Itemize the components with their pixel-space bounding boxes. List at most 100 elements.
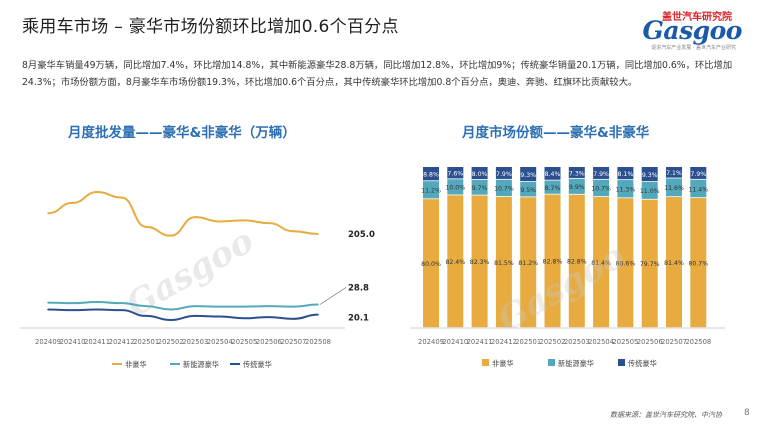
bar-data-label: 81.5% bbox=[494, 260, 514, 267]
bar-data-label: 81.2% bbox=[518, 260, 538, 267]
logo-subtitle: 促进汽车产业发展 · 盖世汽车产业研究 bbox=[651, 45, 736, 51]
bar-data-label: 7.3% bbox=[569, 170, 585, 177]
line-point bbox=[292, 230, 295, 233]
bar-segment bbox=[593, 179, 610, 197]
bar-segment bbox=[617, 167, 634, 180]
bar-segment bbox=[447, 179, 464, 195]
legend-label: 非豪华 bbox=[492, 359, 514, 368]
line-point bbox=[120, 196, 123, 199]
legend-label: 非豪华 bbox=[125, 360, 147, 369]
bar-segment bbox=[544, 167, 561, 180]
x-tick-label: 202508 bbox=[685, 338, 711, 346]
line-series-3 bbox=[47, 308, 319, 322]
bar-segment bbox=[471, 179, 488, 195]
bar-data-label: 80.0% bbox=[421, 261, 441, 268]
bar-data-label: 11.0% bbox=[640, 188, 660, 195]
line-point bbox=[47, 212, 49, 215]
x-tick-label: 202409 bbox=[418, 338, 444, 346]
bar-data-label: 7.9% bbox=[496, 171, 512, 178]
bar-data-label: 9.5% bbox=[520, 187, 536, 194]
bar-segment bbox=[544, 180, 561, 194]
bar-segment bbox=[471, 195, 488, 328]
bar-segment bbox=[690, 179, 707, 198]
line-point bbox=[47, 308, 49, 311]
bar-segment bbox=[641, 181, 658, 199]
line-point bbox=[145, 305, 147, 307]
line-point bbox=[145, 226, 147, 228]
line-point bbox=[194, 315, 197, 317]
bar-segment bbox=[447, 167, 464, 179]
line-point bbox=[71, 302, 74, 304]
bar-data-label: 79.7% bbox=[640, 261, 660, 268]
legend-swatch bbox=[482, 359, 489, 366]
bar-segment bbox=[471, 167, 488, 180]
bar-data-label: 7.9% bbox=[593, 171, 609, 178]
line-point bbox=[292, 305, 295, 308]
bar-data-label: 9.9% bbox=[569, 184, 585, 191]
bar-data-label: 9.7% bbox=[472, 185, 488, 192]
x-tick-label: 202506 bbox=[637, 338, 663, 346]
legend-swatch bbox=[548, 359, 555, 366]
bar-data-label: 7.1% bbox=[666, 170, 682, 177]
bar-data-label: 10.7% bbox=[494, 186, 514, 193]
line-point bbox=[71, 202, 74, 204]
x-tick-label: 202411 bbox=[467, 338, 493, 346]
line-point bbox=[219, 315, 221, 318]
line-point bbox=[243, 219, 246, 222]
bar-data-label: 10.7% bbox=[591, 186, 611, 193]
label-leader-line bbox=[319, 287, 347, 305]
bar-segment bbox=[423, 199, 439, 328]
bar-segment bbox=[495, 179, 512, 197]
legend-label: 新能源豪华 bbox=[558, 359, 594, 368]
bar-data-label: 82.8% bbox=[543, 259, 563, 266]
bar-segment bbox=[495, 196, 512, 328]
bar-segment bbox=[544, 194, 561, 328]
bar-segment bbox=[568, 167, 585, 178]
watermark-text: Gasgoo bbox=[491, 236, 632, 340]
bar-data-label: 82.4% bbox=[445, 259, 465, 266]
line-point bbox=[47, 301, 49, 304]
legend-label: 传统豪华 bbox=[628, 359, 657, 368]
line-point bbox=[292, 318, 295, 320]
line-point bbox=[120, 302, 123, 304]
line-point bbox=[194, 216, 197, 218]
bar-segment bbox=[495, 167, 512, 179]
line-point bbox=[317, 313, 319, 316]
bar-data-label: 80.6% bbox=[616, 261, 636, 268]
line-series-1 bbox=[47, 190, 319, 237]
bar-data-label: 81.4% bbox=[664, 260, 684, 267]
x-tick-label: 202410 bbox=[442, 338, 468, 346]
bar-segment bbox=[423, 181, 439, 199]
bar-data-label: 11.3% bbox=[616, 187, 636, 194]
line-point bbox=[219, 220, 221, 223]
line-point bbox=[243, 305, 246, 308]
bar-segment bbox=[568, 194, 585, 328]
legend-label: 传统豪华 bbox=[243, 360, 272, 369]
bar-segment bbox=[520, 181, 537, 197]
line-end-label: 20.1 bbox=[348, 314, 369, 324]
x-tick-label: 202412 bbox=[491, 338, 517, 346]
summary-paragraph: 8月豪华车销量49万辆，同比增加7.4%，环比增加14.8%，其中新能源豪华28… bbox=[22, 60, 733, 88]
x-tick-label: 202412 bbox=[109, 338, 135, 346]
bar-data-label: 11.4% bbox=[688, 186, 708, 193]
line-point bbox=[268, 305, 270, 307]
line-point bbox=[169, 319, 172, 321]
bar-data-label: 7.6% bbox=[447, 171, 463, 178]
legend-swatch bbox=[618, 359, 625, 366]
bar-segment bbox=[641, 199, 658, 328]
watermark-text: Gasgoo bbox=[120, 221, 261, 325]
x-tick-label: 202505 bbox=[231, 338, 257, 346]
line-point bbox=[96, 191, 98, 193]
bar-segment bbox=[593, 167, 610, 179]
page-number: 8 bbox=[744, 408, 750, 418]
line-point bbox=[268, 222, 270, 224]
x-tick-label: 202503 bbox=[182, 338, 208, 346]
bar-data-label: 80.7% bbox=[688, 260, 708, 267]
bar-data-label: 82.3% bbox=[470, 259, 490, 266]
line-point bbox=[71, 309, 74, 311]
bar-segment bbox=[690, 198, 707, 328]
bar-segment bbox=[666, 197, 682, 328]
bar-data-label: 9.3% bbox=[642, 172, 658, 179]
x-tick-label: 202503 bbox=[564, 338, 590, 346]
x-tick-label: 202504 bbox=[588, 338, 614, 346]
